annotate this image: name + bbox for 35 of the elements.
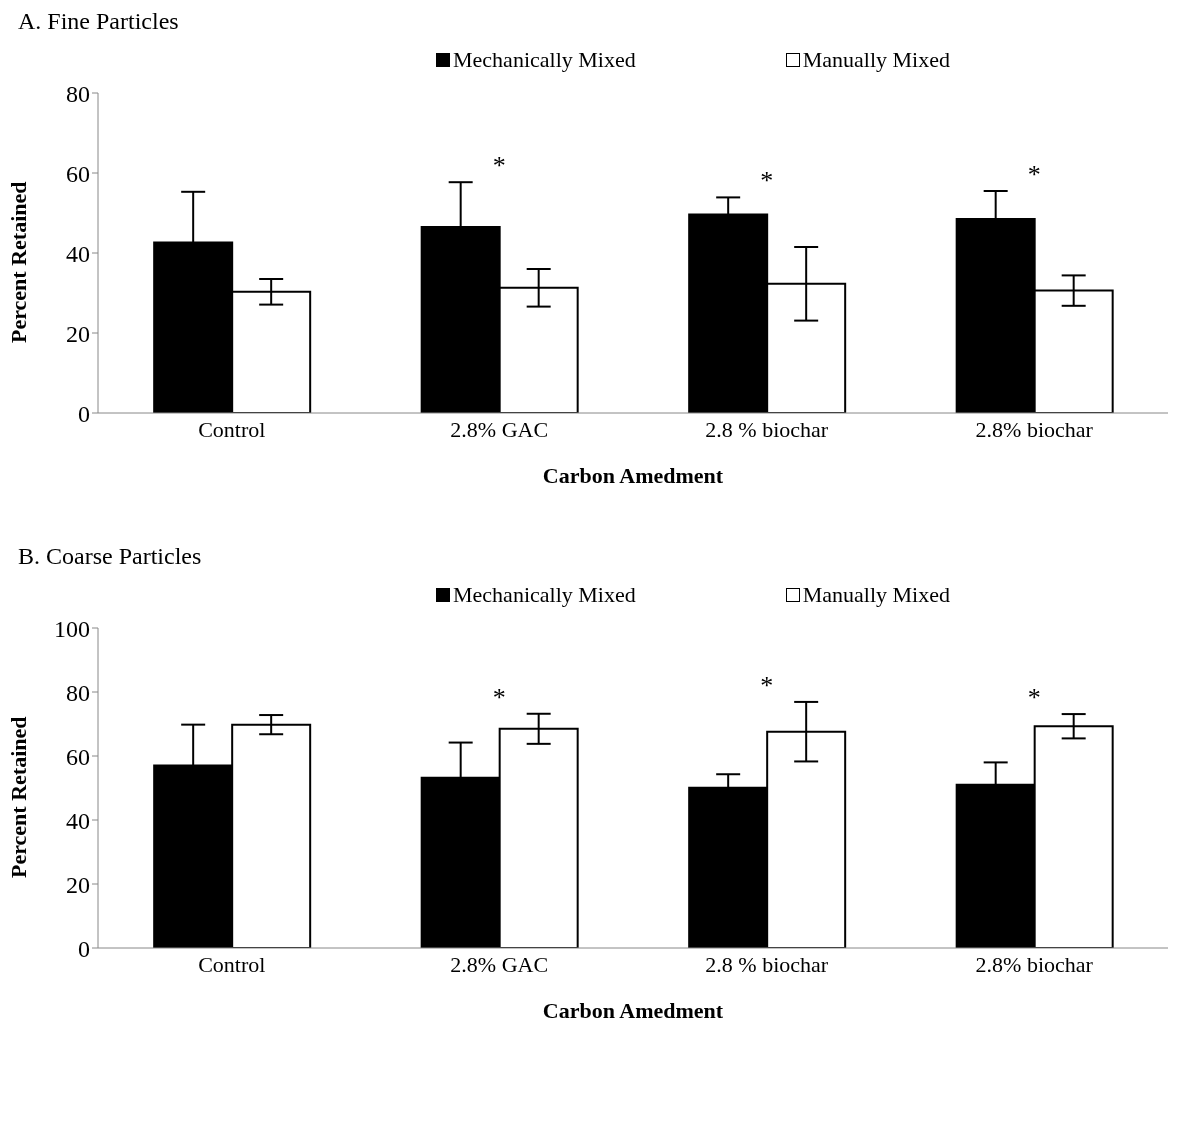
legend-label: Mechanically Mixed [452,582,636,608]
legend-label: Mechanically Mixed [452,47,636,73]
x-tick-label: 2.8% biochar [975,416,1094,442]
annotation: * [1027,160,1041,189]
x-axis-title: Carbon Amedment [542,998,724,1023]
y-tick-label: 40 [66,807,90,834]
chart-title: A. Fine Particles [18,8,180,35]
y-tick-label: 60 [66,743,90,770]
chart-title: B. Coarse Particles [18,543,203,570]
y-tick-label: 0 [78,400,90,427]
y-tick-label: 20 [66,320,90,347]
legend-label: Manually Mixed [801,582,950,608]
x-tick-label: Control [198,951,266,977]
annotation: * [492,682,506,712]
legend-label: Manually Mixed [801,47,950,73]
x-tick-label: 2.8% GAC [450,416,549,442]
y-tick-label: 20 [66,871,90,898]
x-tick-label: 2.8% GAC [450,951,549,977]
x-tick-label: 2.8 % biochar [705,416,829,442]
x-axis-title: Carbon Amedment [542,463,724,488]
y-tick-label: 60 [66,160,90,187]
y-tick-label: 80 [66,80,90,107]
x-tick-label: Control [198,416,266,442]
y-axis-title: Percent Retained [5,716,31,878]
y-tick-label: 100 [54,615,90,642]
annotation: * [760,670,774,700]
annotation: * [1027,683,1041,713]
y-axis-title: Percent Retained [5,181,31,343]
y-tick-label: 0 [78,935,90,962]
annotation: * [760,166,774,196]
y-tick-label: 40 [66,240,90,267]
x-tick-label: 2.8 % biochar [705,951,829,977]
y-tick-label: 80 [66,679,90,706]
x-tick-label: 2.8% biochar [975,951,1094,977]
annotation: * [492,151,506,181]
